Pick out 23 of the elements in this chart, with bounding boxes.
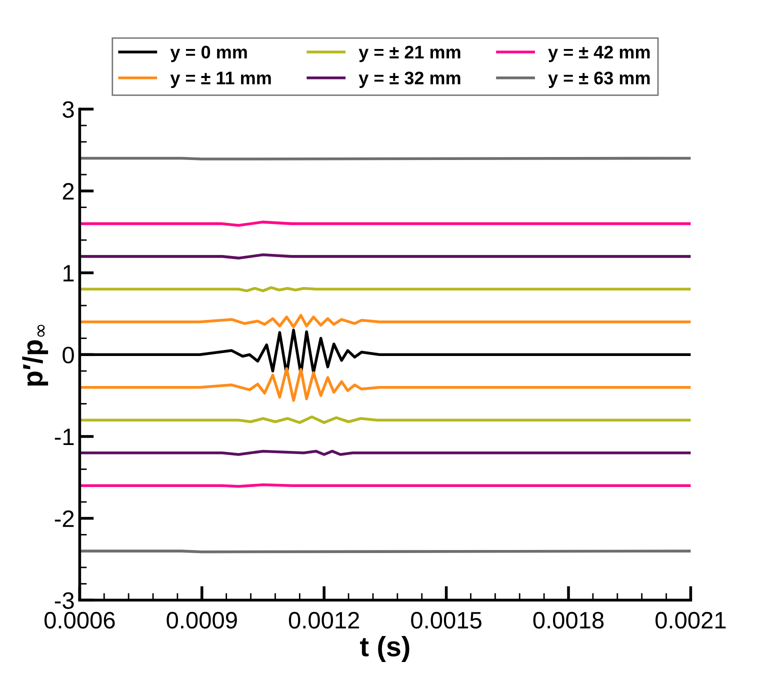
y-tick-label: 1 <box>64 265 74 282</box>
x-tick-label: 0.0021 <box>656 612 726 629</box>
legend-label: y = ± 21 mm <box>358 46 460 62</box>
legend-label: y = ± 11 mm <box>170 72 271 88</box>
legend-label: y = ± 32 mm <box>358 72 460 88</box>
x-axis-title: t (s) <box>360 636 410 662</box>
line-series <box>80 314 691 328</box>
x-tick-label: 0.0018 <box>533 612 604 629</box>
y-tick-label: -2 <box>54 510 74 527</box>
y-tick-label: -3 <box>54 592 74 609</box>
line-series <box>80 367 691 402</box>
y-tick-label: 3 <box>62 101 74 118</box>
x-tick-label: 0.0009 <box>166 612 237 629</box>
legend-label: y = ± 42 mm <box>548 46 650 62</box>
y-axis-title: p′/p$_{∞}$ <box>22 324 48 386</box>
x-tick-label: 0.0006 <box>44 612 115 629</box>
y-tick-label: 2 <box>62 183 74 200</box>
legend-label: y = ± 63 mm <box>548 72 650 88</box>
x-tick-label: 0.0015 <box>411 612 482 629</box>
x-tick-label: 0.0012 <box>288 612 360 629</box>
legend-label: y = 0 mm <box>170 46 247 62</box>
y-tick-label: -1 <box>54 428 74 446</box>
y-tick-label: 0 <box>62 346 74 364</box>
